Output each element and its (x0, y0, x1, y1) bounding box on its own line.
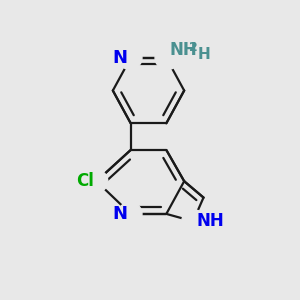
Text: Cl: Cl (76, 172, 94, 190)
Text: NH: NH (169, 41, 197, 59)
Text: H: H (198, 47, 210, 62)
Circle shape (118, 46, 140, 69)
Text: N: N (113, 49, 128, 67)
Text: 2: 2 (189, 41, 197, 54)
Circle shape (157, 46, 180, 69)
Circle shape (119, 202, 142, 225)
Text: N: N (113, 205, 128, 223)
Circle shape (119, 46, 142, 69)
Circle shape (118, 202, 140, 225)
Circle shape (183, 210, 206, 233)
Circle shape (155, 46, 178, 69)
Circle shape (85, 170, 108, 193)
Circle shape (84, 170, 106, 193)
Circle shape (182, 210, 204, 233)
Text: NH: NH (196, 212, 224, 230)
